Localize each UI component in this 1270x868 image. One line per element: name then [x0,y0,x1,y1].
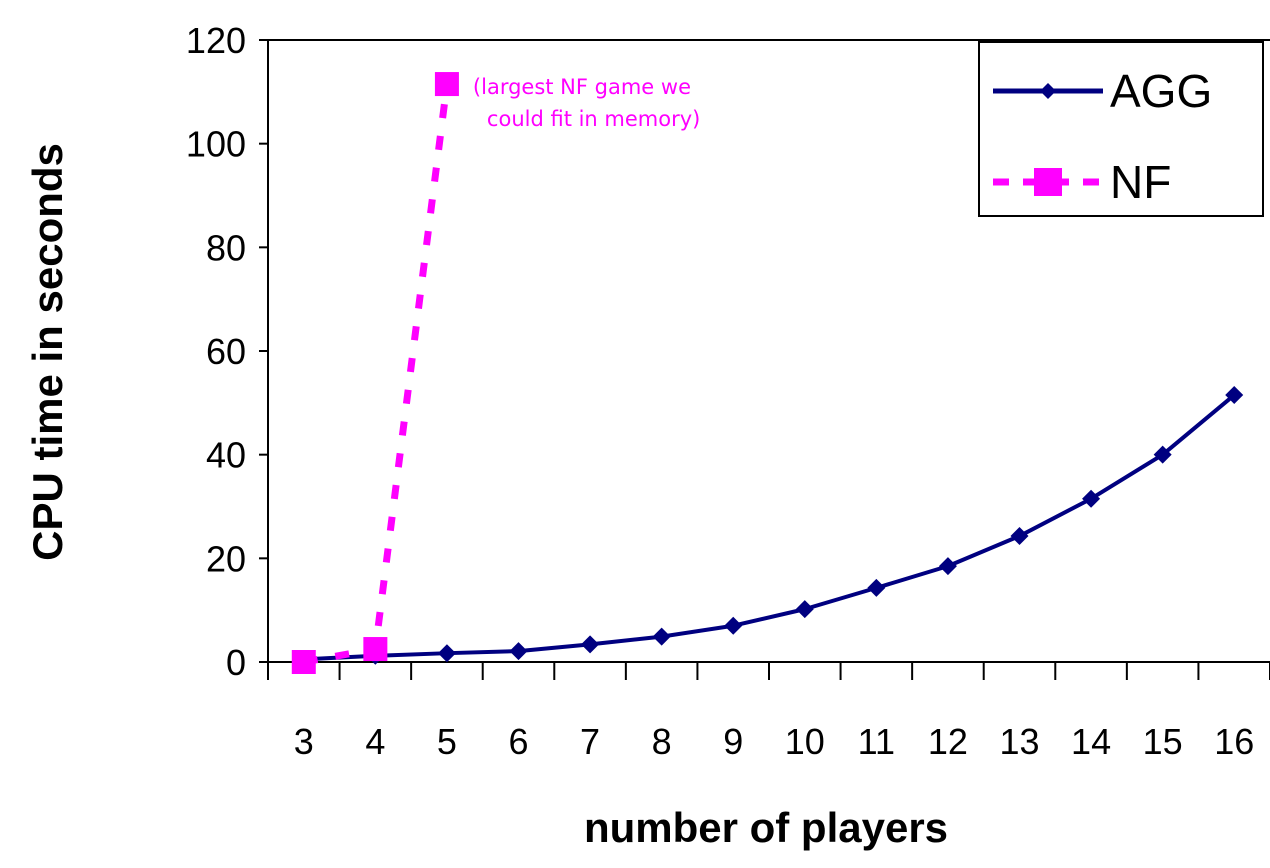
nf-data-point [434,72,459,97]
legend-box [978,41,1264,217]
agg-data-point [581,635,600,654]
agg-data-point [1010,527,1029,546]
x-tick-label: 3 [294,721,314,762]
agg-data-point [795,600,814,619]
agg-data-point [1082,489,1101,508]
x-tick-label: 15 [1143,721,1183,762]
y-tick-label: 0 [226,642,246,683]
legend-nf-label: NF [1110,156,1171,208]
y-tick-label: 20 [206,538,246,579]
nf-data-point [363,637,388,662]
x-tick-label: 13 [999,721,1039,762]
x-tick-label: 14 [1071,721,1111,762]
legend: AGG NF [978,41,1264,217]
x-axis-ticks: 3 4 5 6 7 8 9 10 11 12 13 14 15 16 [267,662,1270,762]
y-tick-label: 120 [186,20,246,61]
x-tick-label: 10 [785,721,825,762]
y-tick-label: 40 [206,435,246,476]
agg-data-point [1153,445,1172,464]
agg-data-point [1225,386,1244,405]
x-tick-label: 11 [858,721,895,762]
nf-series-line [303,83,451,666]
x-tick-label: 8 [652,721,672,762]
nf-data-point [291,650,316,674]
legend-agg-label: AGG [1110,65,1212,117]
y-axis-ticks: 0 20 40 60 80 100 120 [186,20,268,683]
y-axis-title: CPU time in seconds [24,143,71,561]
y-tick-label: 100 [186,124,246,165]
x-axis-title: number of players [584,804,948,851]
x-tick-label: 16 [1214,721,1254,762]
annotation-text: could fit in memory) [487,107,700,131]
x-tick-label: 9 [723,721,743,762]
agg-data-point [938,557,957,576]
plot-series [291,72,1244,674]
annotation: (largest NF game we could fit in memory) [473,75,700,131]
y-tick-label: 60 [206,331,246,372]
x-tick-label: 12 [928,721,968,762]
agg-data-point [652,627,671,646]
x-tick-label: 5 [437,721,457,762]
legend-agg-marker [1040,83,1056,99]
annotation-text: (largest NF game we [473,75,691,99]
x-tick-label: 7 [580,721,600,762]
agg-data-point [867,578,886,597]
y-tick-label: 80 [206,227,246,268]
agg-series-line [303,393,1236,662]
agg-data-point [509,642,528,661]
agg-data-point [724,616,743,635]
agg-data-point [437,644,456,663]
legend-nf-marker [1034,168,1062,196]
x-tick-label: 6 [508,721,528,762]
x-tick-label: 4 [365,721,385,762]
